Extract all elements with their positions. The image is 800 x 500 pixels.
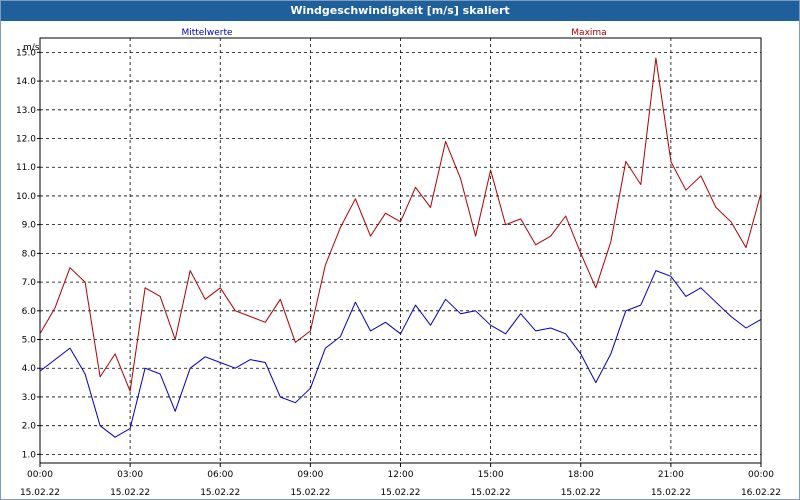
y-axis-label: m/s (23, 43, 40, 53)
y-tick-label: 7.0 (22, 278, 37, 288)
x-tick-label-date: 15.02.22 (20, 488, 60, 498)
x-tick-label-date: 15.02.22 (110, 488, 150, 498)
y-tick-label: 11.0 (16, 163, 36, 173)
chart-plot: 1.0 2.0 3.0 4.0 5.0 6.0 7.0 8.0 9.0 10.0 11.0 12.0 1… (16, 28, 781, 498)
y-tick-label: 3.0 (22, 393, 37, 403)
x-tick-label-time: 21:00 (658, 470, 684, 480)
series-line-mittelwerte (39, 270, 762, 438)
x-tick-label-date: 15.02.22 (561, 488, 601, 498)
grid-layer (40, 38, 761, 463)
y-tick-label: 1.0 (22, 450, 37, 460)
y-tick-label: 15.0 (16, 48, 36, 58)
y-tick-label: 5.0 (22, 336, 37, 346)
legend-entry-mittelwerte: Mittelwerte (181, 28, 232, 38)
chart-title: Windgeschwindigkeit [m/s] skaliert (1, 1, 799, 21)
x-tick-label-time: 00:00 (27, 470, 53, 480)
y-tick-label: 10.0 (16, 192, 36, 202)
x-tick-label-time: 12:00 (388, 470, 414, 480)
y-tick-label: 9.0 (22, 221, 37, 231)
x-tick-label-time: 15:00 (478, 470, 504, 480)
x-tick-label-time: 18:00 (568, 470, 594, 480)
x-tick-label-time: 00:00 (748, 470, 774, 480)
x-tick-label-date: 16.02.22 (741, 488, 781, 498)
x-tick-label-date: 15.02.22 (651, 488, 691, 498)
y-tick-label: 2.0 (22, 422, 37, 432)
series-layer (39, 57, 762, 438)
y-tick-label: 14.0 (16, 77, 36, 87)
x-tick-label-date: 15.02.22 (290, 488, 330, 498)
x-tick-label-date: 15.02.22 (380, 488, 420, 498)
axis-layer: 1.0 2.0 3.0 4.0 5.0 6.0 7.0 8.0 9.0 10.0 11.0 12.0 1… (16, 48, 781, 498)
y-tick-label: 12.0 (16, 135, 36, 145)
x-tick-label-time: 09:00 (297, 470, 323, 480)
y-tick-label: 8.0 (22, 249, 37, 259)
x-tick-label-date: 15.02.22 (471, 488, 511, 498)
series-line-maxima (39, 57, 762, 392)
x-tick-label-time: 06:00 (207, 470, 233, 480)
legend-entry-maxima: Maxima (571, 28, 606, 38)
y-tick-label: 13.0 (16, 106, 36, 116)
y-tick-label: 4.0 (22, 364, 37, 374)
x-tick-label-time: 03:00 (117, 470, 143, 480)
x-tick-label-date: 15.02.22 (200, 488, 240, 498)
y-tick-label: 6.0 (22, 307, 37, 317)
